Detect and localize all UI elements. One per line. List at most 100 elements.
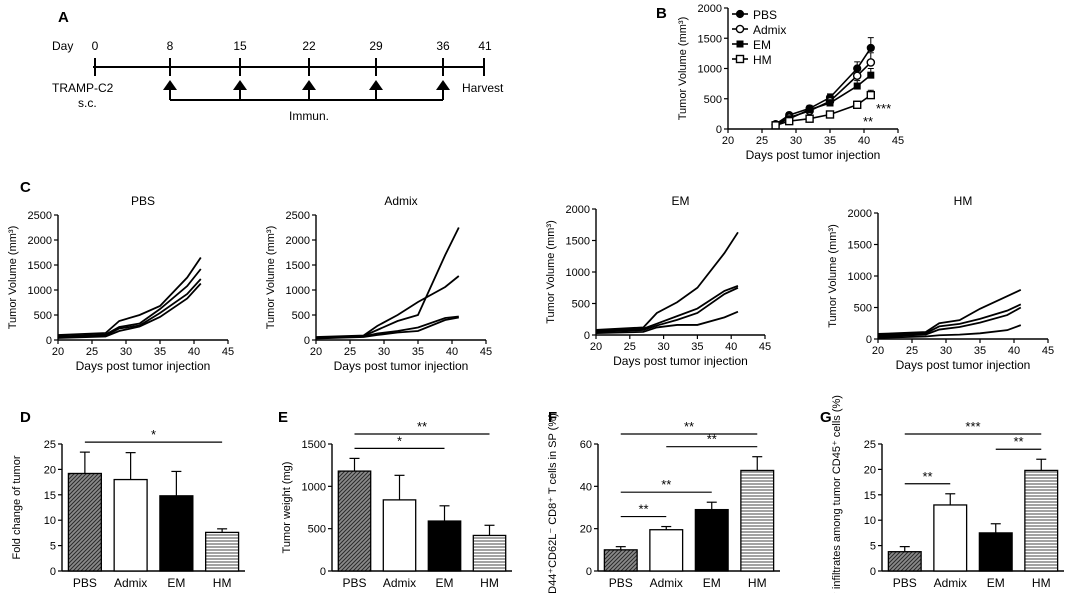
x-axis-label: Days post tumor injection — [76, 359, 211, 373]
panel-letter-a: A — [58, 9, 69, 26]
y-tick-label: 20 — [580, 524, 592, 536]
chart-g: 0 5 10 15 20 25 CD8⁺ infiltrates among tumor C… — [831, 395, 1064, 593]
y-tick-label: 500 — [308, 524, 326, 536]
bar — [205, 531, 240, 572]
y-tick-label: 1000 — [286, 285, 310, 297]
x-tick-label: 45 — [892, 135, 904, 147]
legend-label: EM — [753, 38, 771, 52]
bar — [649, 529, 684, 572]
data-point — [867, 71, 875, 79]
x-tick-label: 25 — [906, 345, 918, 357]
panel-letter-e: E — [278, 409, 288, 426]
y-tick-label: 25 — [44, 439, 56, 451]
data-point — [735, 24, 745, 34]
x-tick-label: 35 — [412, 346, 424, 358]
timeline-day-22: 22 — [302, 39, 316, 53]
bar — [887, 551, 922, 572]
y-tick-label: 1500 — [286, 260, 310, 272]
data-point — [805, 114, 814, 123]
data-point — [735, 9, 745, 19]
y-tick-label: 2000 — [848, 208, 872, 220]
chart-c4: 0 500 1000 1500 2000 Tumor Volume (mm³) 20 25 30… — [827, 194, 1054, 372]
x-category-label: EM — [703, 576, 721, 590]
chart-f: 0 20 40 60 CD44⁺CD62L⁻ CD8⁺ T cells in SP (%… — [547, 413, 780, 593]
significance-label: ** — [417, 419, 427, 434]
x-category-label: Admix — [934, 576, 967, 590]
bar — [113, 478, 148, 572]
chart-title: HM — [954, 194, 973, 208]
data-point — [866, 90, 875, 100]
y-axis-label: Fold change of tumor — [11, 455, 23, 559]
y-tick-label: 0 — [870, 566, 876, 578]
chart-title: EM — [672, 194, 690, 208]
timeline-start-label: TRAMP-C2 — [52, 81, 114, 95]
series-line — [595, 231, 739, 331]
x-category-label: HM — [213, 576, 232, 590]
y-axis-label: Tumor weight (mg) — [281, 462, 293, 554]
series-line — [595, 286, 739, 333]
significance-label: ** — [684, 419, 694, 434]
chart-e: 0 500 1000 1500 Tumor weight (mg) PBS Admix EM H… — [281, 419, 512, 590]
y-tick-label: 1500 — [848, 240, 872, 252]
significance-label: *** — [876, 101, 891, 116]
data-point — [736, 40, 744, 48]
y-tick-label: 1000 — [698, 64, 722, 76]
y-tick-label: 40 — [580, 481, 592, 493]
series-line — [57, 278, 202, 339]
y-tick-label: 1000 — [302, 481, 326, 493]
x-category-label: EM — [436, 576, 454, 590]
x-category-label: HM — [480, 576, 499, 590]
bar — [603, 549, 638, 572]
y-tick-label: 10 — [864, 515, 876, 527]
y-tick-label: 20 — [864, 464, 876, 476]
chart-c3: 0 500 1000 1500 2000 Tumor Volume (mm³) 20 25 30… — [545, 194, 771, 368]
y-tick-label: 2000 — [28, 235, 52, 247]
y-tick-label: 5 — [870, 541, 876, 553]
timeline-start-sublabel: s.c. — [78, 96, 97, 110]
panel-letter-g: G — [820, 409, 832, 426]
x-tick-label: 35 — [154, 346, 166, 358]
significance-label: * — [151, 427, 156, 442]
x-tick-label: 40 — [188, 346, 200, 358]
y-tick-label: 500 — [34, 310, 52, 322]
chart-title: PBS — [131, 194, 155, 208]
y-tick-label: 0 — [584, 330, 590, 342]
arrow-up-icon — [302, 80, 316, 90]
y-tick-label: 1000 — [566, 267, 590, 279]
bar — [933, 504, 968, 572]
x-axis-label: Days post tumor injection — [746, 148, 881, 162]
y-tick-label: 1500 — [28, 260, 52, 272]
y-tick-label: 2000 — [566, 204, 590, 216]
y-axis-label: CD8⁺ infiltrates among tumor CD45⁺ cells… — [831, 395, 843, 593]
y-tick-label: 500 — [704, 94, 722, 106]
timeline-day-41: 41 — [478, 39, 492, 53]
timeline-day-label: Day — [52, 39, 73, 53]
panel-letter-c: C — [20, 179, 31, 196]
x-category-label: Admix — [383, 576, 416, 590]
y-tick-label: 15 — [864, 490, 876, 502]
x-tick-label: 45 — [759, 341, 771, 353]
timeline-day-0: 0 — [92, 39, 99, 53]
y-axis-label: Tumor Volume (mm³) — [827, 224, 839, 328]
x-tick-label: 40 — [1008, 345, 1020, 357]
y-tick-label: 0 — [304, 335, 310, 347]
y-tick-label: 2000 — [286, 235, 310, 247]
x-tick-label: 25 — [624, 341, 636, 353]
data-point — [866, 58, 876, 67]
x-tick-label: 40 — [725, 341, 737, 353]
series-line — [877, 303, 1022, 337]
bar — [740, 469, 775, 572]
series-line — [315, 275, 460, 338]
legend-label: Admix — [753, 23, 786, 37]
data-point — [806, 106, 814, 114]
arrow-up-icon — [369, 80, 383, 90]
arrow-up-icon — [233, 80, 247, 90]
x-tick-label: 40 — [858, 135, 870, 147]
chart-b: 0 500 1000 1500 2000 Tumor Volume (mm³) 20 25 30… — [677, 3, 904, 162]
y-tick-label: 25 — [864, 439, 876, 451]
x-tick-label: 35 — [691, 341, 703, 353]
timeline-day-29: 29 — [369, 39, 383, 53]
x-tick-label: 30 — [940, 345, 952, 357]
series-line — [877, 306, 1022, 338]
